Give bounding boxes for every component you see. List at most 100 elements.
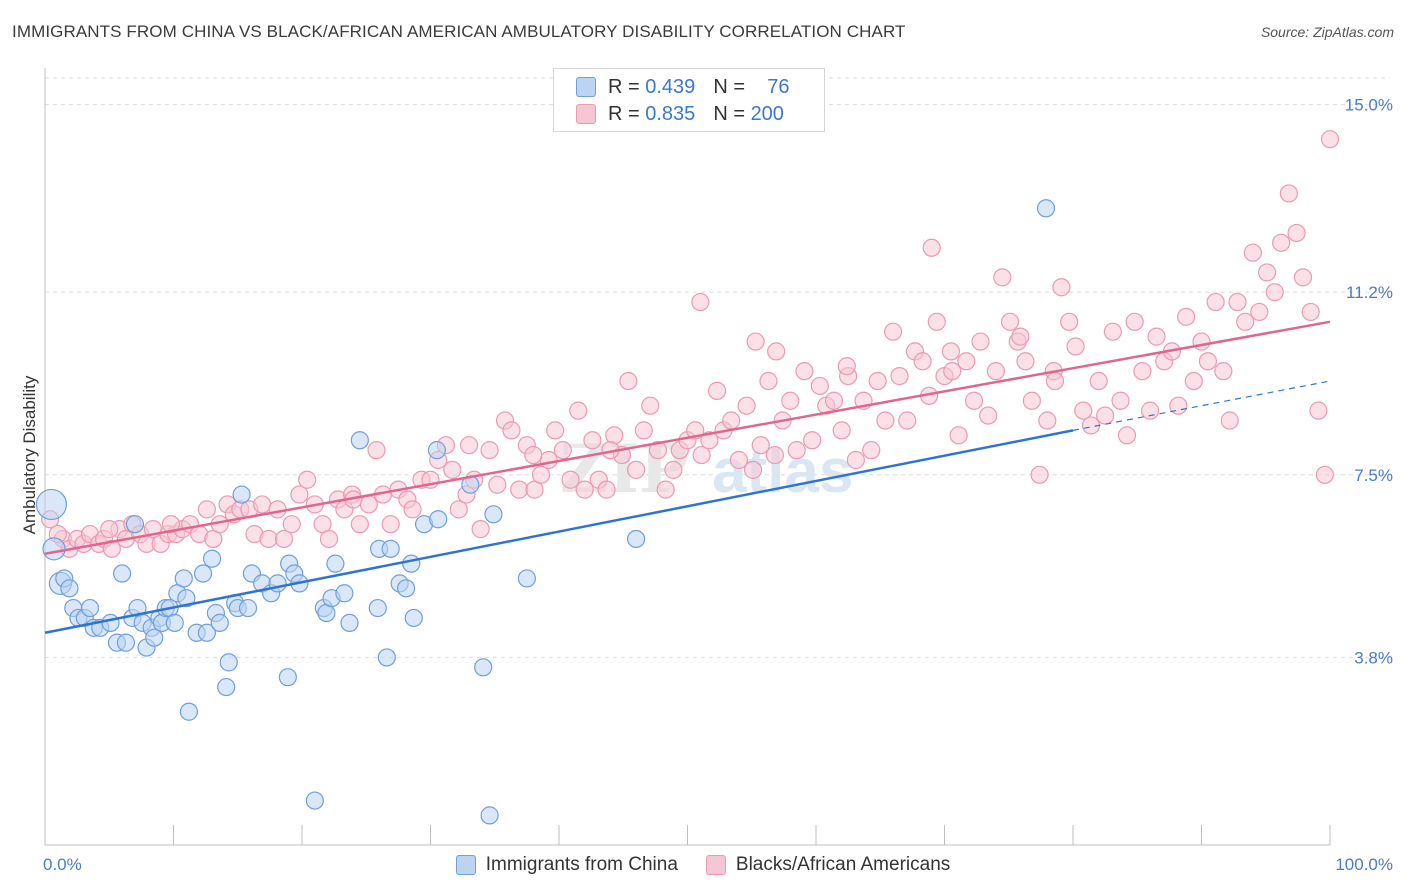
data-point-black	[986, 362, 1006, 381]
data-point-black	[876, 411, 895, 430]
trend-line-black	[44, 320, 1331, 556]
data-point-black	[1096, 406, 1115, 425]
data-point-black	[913, 352, 932, 371]
data-point-black	[743, 460, 763, 479]
bottom-legend-china[interactable]: Immigrants from China	[455, 854, 678, 876]
legend-swatch-blue	[576, 77, 596, 97]
data-point-black	[471, 520, 490, 539]
data-point-black	[1236, 312, 1255, 331]
y-tick-label: 3.8%	[1354, 648, 1393, 667]
axes	[44, 68, 1331, 846]
bottom-legend-black[interactable]: Blacks/African Americans	[705, 854, 951, 876]
data-point-black	[282, 515, 301, 534]
data-point-black	[1038, 411, 1057, 430]
y-tick-label: 11.2%	[1346, 283, 1393, 302]
data-point-china	[480, 806, 499, 825]
x-tick-labels: 0.0% 100.0%	[43, 855, 1393, 874]
data-point-black	[898, 411, 917, 430]
data-point-black	[1176, 307, 1196, 326]
data-point-black	[626, 460, 646, 479]
data-point-black	[381, 515, 400, 534]
data-point-black	[569, 401, 588, 420]
data-point-black	[971, 332, 990, 351]
bottom-legend-label: Immigrants from China	[485, 854, 678, 875]
data-point-black	[641, 396, 660, 415]
trend-line-china	[44, 429, 1074, 634]
x-tick-label-min: 0.0%	[43, 855, 82, 874]
data-point-china	[429, 510, 448, 529]
data-point-black	[575, 480, 594, 499]
data-point-black	[459, 436, 479, 455]
y-tick-label: 7.5%	[1354, 466, 1393, 485]
data-point-black	[1257, 263, 1277, 282]
data-point-china	[368, 598, 387, 618]
legend-r-value: 0.439	[645, 75, 696, 98]
data-point-black	[102, 539, 121, 558]
data-point-black	[1169, 396, 1188, 415]
data-point-black	[707, 381, 727, 400]
data-point-black	[1074, 401, 1093, 420]
data-point-black	[691, 292, 710, 312]
data-point-black	[765, 445, 784, 465]
chart-title: IMMIGRANTS FROM CHINA VS BLACK/AFRICAN A…	[12, 22, 906, 41]
data-point-black	[1293, 268, 1313, 287]
data-point-black	[1000, 312, 1020, 331]
bottom-legend: Immigrants from China Blacks/African Ame…	[0, 852, 1406, 878]
legend-r-value: 0.835	[645, 102, 696, 125]
data-point-china	[145, 628, 164, 647]
data-point-black	[943, 362, 962, 381]
legend-r-label: R =	[608, 102, 640, 125]
data-point-black	[781, 391, 800, 410]
data-point-china	[42, 537, 66, 561]
data-point-black	[787, 441, 806, 460]
bottom-legend-label: Blacks/African Americans	[735, 854, 951, 875]
data-point-china	[427, 441, 447, 460]
data-point-black	[1045, 371, 1065, 391]
data-point-black	[1125, 312, 1144, 331]
data-point-black	[1250, 302, 1269, 322]
data-point-black	[837, 357, 856, 376]
source-label: Source: ZipAtlas.com	[1260, 24, 1394, 40]
data-point-china	[177, 589, 196, 608]
data-point-china	[197, 623, 217, 642]
data-point-black	[1117, 426, 1137, 445]
data-point-black	[957, 352, 976, 371]
data-point-china	[165, 613, 184, 632]
data-point-china	[232, 485, 251, 504]
data-point-black	[746, 332, 765, 351]
data-point-china	[377, 648, 396, 667]
series-immigrants-from-china	[35, 199, 1056, 825]
data-point-black	[1103, 322, 1122, 341]
data-point-black	[1243, 243, 1263, 262]
data-point-black	[403, 500, 422, 519]
data-point-black	[100, 520, 119, 539]
legend-row-black: R = 0.835 N = 200	[576, 101, 784, 127]
data-point-black	[927, 312, 946, 331]
data-point-china	[35, 488, 68, 521]
data-point-black	[350, 515, 369, 534]
data-point-china	[474, 658, 493, 677]
data-point-black	[1198, 352, 1218, 371]
data-point-black	[1060, 312, 1079, 331]
bottom-legend-swatch-blue	[455, 855, 476, 875]
data-point-black	[890, 366, 909, 386]
data-point-black	[1089, 371, 1108, 391]
data-point-china	[193, 564, 213, 583]
y-axis-title: Ambulatory Disability	[20, 375, 39, 534]
data-point-black	[1184, 371, 1203, 391]
data-point-black	[502, 421, 521, 440]
data-point-china	[125, 515, 145, 534]
data-point-black	[531, 465, 551, 484]
data-point-black	[722, 411, 741, 430]
data-point-black	[832, 421, 851, 440]
data-point-black	[319, 529, 339, 549]
data-point-black	[253, 495, 272, 514]
data-point-china	[101, 613, 120, 632]
legend-swatch-pink	[576, 104, 596, 124]
data-point-black	[1220, 411, 1239, 430]
data-point-black	[759, 371, 778, 391]
data-point-black	[656, 480, 675, 499]
data-point-black	[1279, 184, 1298, 203]
data-point-black	[1214, 362, 1233, 381]
data-point-black	[1228, 292, 1247, 312]
